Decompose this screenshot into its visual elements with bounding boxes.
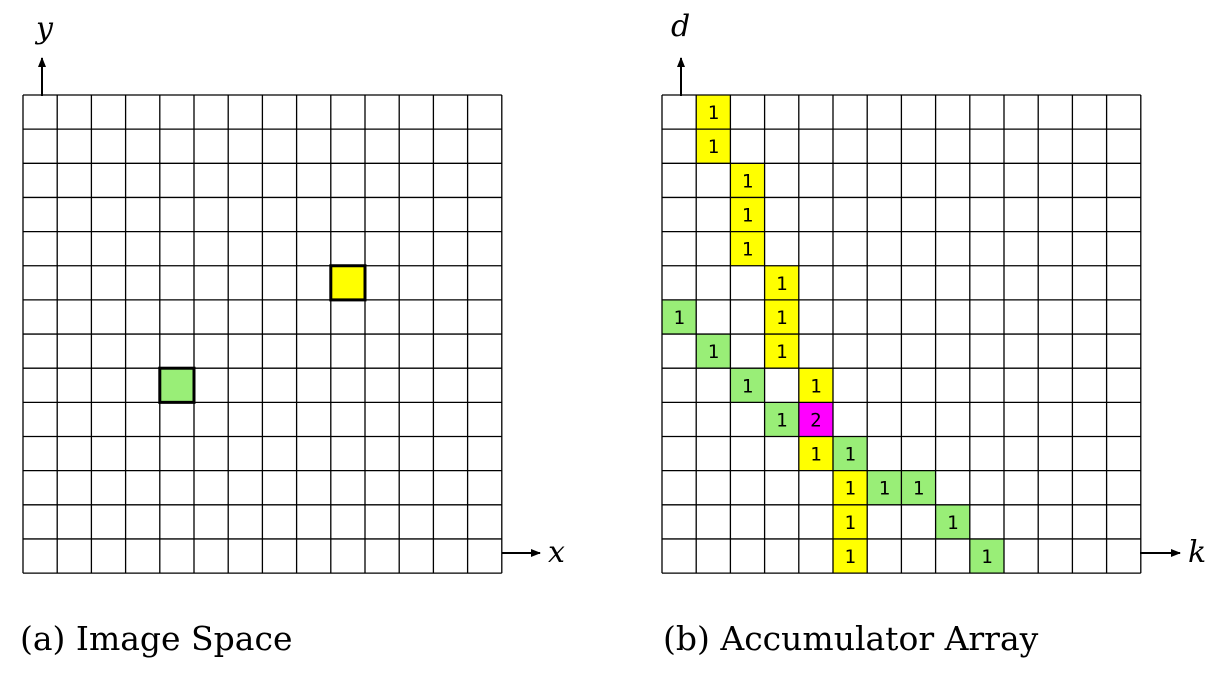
- image-space-grid: [23, 95, 502, 573]
- accumulator-array-cell-value: 1: [879, 478, 890, 500]
- accumulator-array-cell-value: 1: [844, 512, 855, 534]
- accumulator-array-cell-value: 1: [742, 375, 753, 397]
- accumulator-array-cell-value: 1: [708, 102, 719, 124]
- accumulator-array-cell-value: 1: [776, 341, 787, 363]
- accumulator-array-cell-value: 1: [844, 478, 855, 500]
- accumulator-array-cell-value: 1: [708, 341, 719, 363]
- accumulator-array-cell-value: 1: [947, 512, 958, 534]
- image-space-panel: y x (a) Image Space: [20, 11, 565, 658]
- image-space-caption: (a) Image Space: [20, 619, 292, 658]
- image-space-x-axis-label: x: [548, 535, 565, 570]
- accumulator-k-axis-label: k: [1188, 535, 1206, 570]
- accumulator-array-cell-value: 1: [776, 273, 787, 295]
- accumulator-array-cell-value: 1: [776, 409, 787, 431]
- accumulator-array-cell-value: 1: [844, 444, 855, 466]
- image-space-cell-4-8: [160, 368, 194, 402]
- image-space-cell-9-5: [331, 266, 365, 300]
- accumulator-array-panel: 1 1 1 1 1 1 1 1 1 2 1 1 1 1 1 1 1 1 1 1 1 1 1 d k (b) Accumula…: [662, 9, 1206, 658]
- accumulator-array-cell-value: 2: [810, 409, 821, 431]
- accumulator-array-cell-value: 1: [742, 205, 753, 227]
- accumulator-array-cell-value: 1: [913, 478, 924, 500]
- accumulator-array-caption: (b) Accumulator Array: [663, 619, 1039, 658]
- accumulator-array-cell-value: 1: [742, 170, 753, 192]
- accumulator-d-axis-label: d: [671, 9, 690, 44]
- accumulator-array-cell-value: 1: [810, 375, 821, 397]
- accumulator-array-cell-value: 1: [708, 136, 719, 158]
- accumulator-array-cell-value: 1: [673, 307, 684, 329]
- accumulator-array-cell-value: 1: [742, 239, 753, 261]
- accumulator-array-cell-value: 1: [844, 546, 855, 568]
- accumulator-array-cell-value: 1: [776, 307, 787, 329]
- accumulator-array-cell-value: 1: [981, 546, 992, 568]
- image-space-y-axis-label: y: [34, 11, 54, 46]
- accumulator-array-grid: 1 1 1 1 1 1 1 1 1 2 1 1 1 1 1 1 1 1 1 1 1 1 1: [662, 95, 1141, 573]
- accumulator-array-cell-value: 1: [810, 444, 821, 466]
